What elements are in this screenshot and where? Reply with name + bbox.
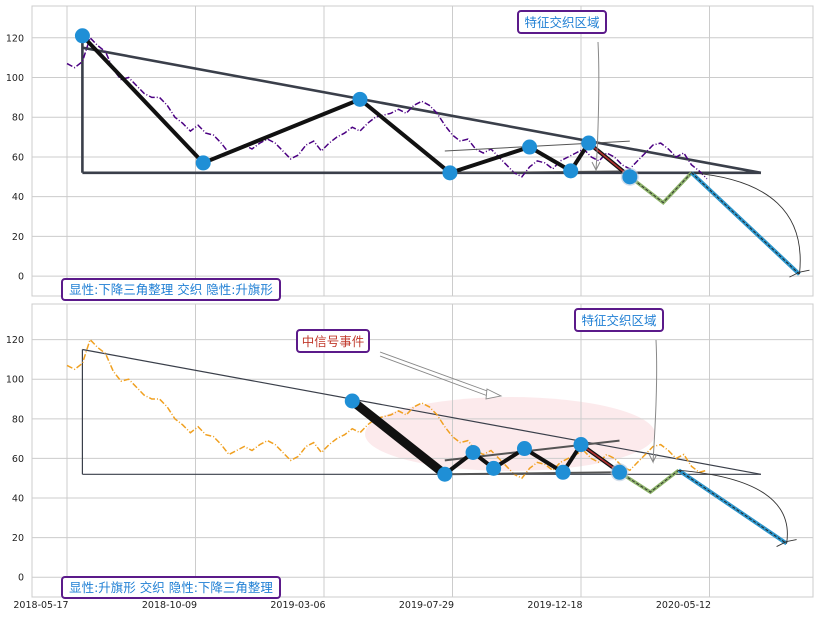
top-pivot-point — [622, 169, 638, 185]
bottom-zigzag-segment — [347, 396, 450, 479]
top-grid — [32, 6, 813, 296]
bottom-forecast-arc — [678, 469, 788, 544]
top-pivot-point — [522, 139, 538, 155]
top-pivot-point — [352, 91, 368, 107]
bottom-forecast-zig-dash — [619, 469, 680, 493]
x-tick-label: 2018-10-09 — [142, 600, 197, 611]
bottom-y-tick-label: 40 — [12, 494, 24, 505]
bottom-series — [66, 338, 797, 547]
x-tick-label: 2018-05-17 — [13, 600, 68, 611]
top-y-tick-label: 120 — [6, 33, 24, 44]
top-y-tick-label: 80 — [12, 113, 24, 124]
signal-event-arrow — [379, 351, 491, 397]
top-flag-upper — [444, 140, 630, 152]
top-trend-upper — [82, 46, 762, 175]
bottom-pivot-point — [437, 466, 453, 482]
top-zigzag-segment — [527, 145, 573, 173]
bottom-panel: 0 20 40 60 80 100 120 2018-05-17 2018-10-09 2019… — [6, 303, 814, 611]
top-y-tick-label: 100 — [6, 73, 24, 84]
bottom-y-tick-label: 100 — [6, 375, 24, 386]
top-flag-lower — [444, 170, 630, 174]
top-pivot-point — [563, 163, 579, 179]
bottom-y-tick-label: 120 — [6, 335, 24, 346]
bottom-x-ticks: 2018-05-17 2018-10-09 2019-03-06 2019-07-29… — [13, 600, 711, 611]
top-forecast-zig-dash — [629, 172, 692, 204]
x-tick-label: 2020-05-12 — [656, 600, 711, 611]
top-zigzag-segment — [80, 33, 206, 165]
top-zigzag-segment — [447, 145, 532, 175]
bottom-pivot-point — [344, 393, 360, 409]
top-price-line — [66, 36, 708, 180]
bottom-zone-arrow — [648, 339, 658, 464]
bottom-zigzag-segment — [522, 446, 566, 475]
bottom-price-line — [66, 338, 708, 480]
bottom-pivot-point — [465, 444, 481, 460]
top-pivot-point — [74, 28, 90, 44]
bottom-y-tick-label: 0 — [18, 573, 24, 584]
top-panel: 0 20 40 60 80 100 120 特征交织区域 显性:下降三角整理 交织 隐性:升… — [6, 5, 814, 301]
bottom-forecast-arc-tip — [776, 539, 797, 547]
top-pattern-label: 显性:下降三角整理 交织 隐性:升旗形 — [61, 278, 281, 301]
top-y-ticks: 0 20 40 60 80 100 120 — [6, 33, 24, 282]
top-zone-label: 特征交织区域 — [517, 10, 607, 34]
svg-text:显性:升旗形 交织 隐性:下降三角整理: 显性:升旗形 交织 隐性:下降三角整理 — [69, 580, 273, 595]
bottom-pivot-point — [555, 464, 571, 480]
svg-text:中信号事件: 中信号事件 — [302, 334, 365, 349]
top-pivot-point — [442, 165, 458, 181]
top-forecast-arc-tip — [789, 269, 810, 278]
bottom-trend-upper — [82, 348, 762, 475]
top-y-tick-label: 40 — [12, 192, 24, 203]
bottom-zone-label: 特征交织区域 — [574, 308, 664, 332]
top-pivot-point — [195, 155, 211, 171]
signal-event-arrowhead — [485, 388, 503, 400]
signal-event-label: 中信号事件 — [296, 329, 370, 353]
bottom-y-tick-label: 80 — [12, 414, 24, 425]
top-y-tick-label: 60 — [12, 152, 24, 163]
bottom-pattern-label: 显性:升旗形 交织 隐性:下降三角整理 — [61, 576, 281, 599]
top-series — [66, 28, 810, 278]
top-y-tick-label: 20 — [12, 232, 24, 243]
bottom-forecast-drop-dash — [678, 469, 787, 544]
top-y-tick-label: 0 — [18, 272, 24, 283]
bottom-pivot-point — [486, 460, 502, 476]
x-tick-label: 2019-12-18 — [527, 600, 582, 611]
svg-text:特征交织区域: 特征交织区域 — [581, 313, 656, 328]
top-zigzag-segment — [201, 97, 362, 165]
bottom-pivot-point — [516, 441, 532, 457]
bottom-y-tick-label: 20 — [12, 533, 24, 544]
bottom-flag-lower — [444, 471, 620, 476]
top-pivot-point — [581, 135, 597, 151]
bottom-pivot-point — [573, 437, 589, 453]
bottom-pivot-point — [612, 464, 628, 480]
bottom-y-ticks: 0 20 40 60 80 100 120 — [6, 335, 24, 584]
top-forecast-drop — [690, 171, 801, 276]
bottom-y-tick-label: 60 — [12, 454, 24, 465]
svg-text:特征交织区域: 特征交织区域 — [524, 15, 599, 30]
x-tick-label: 2019-07-29 — [399, 600, 454, 611]
top-zone-arrow — [591, 41, 601, 172]
top-zigzag-segment — [357, 97, 452, 175]
svg-text:显性:下降三角整理 交织 隐性:升旗形: 显性:下降三角整理 交织 隐性:升旗形 — [69, 282, 273, 297]
top-forecast-arc — [691, 172, 801, 275]
x-tick-label: 2019-03-06 — [270, 600, 325, 611]
